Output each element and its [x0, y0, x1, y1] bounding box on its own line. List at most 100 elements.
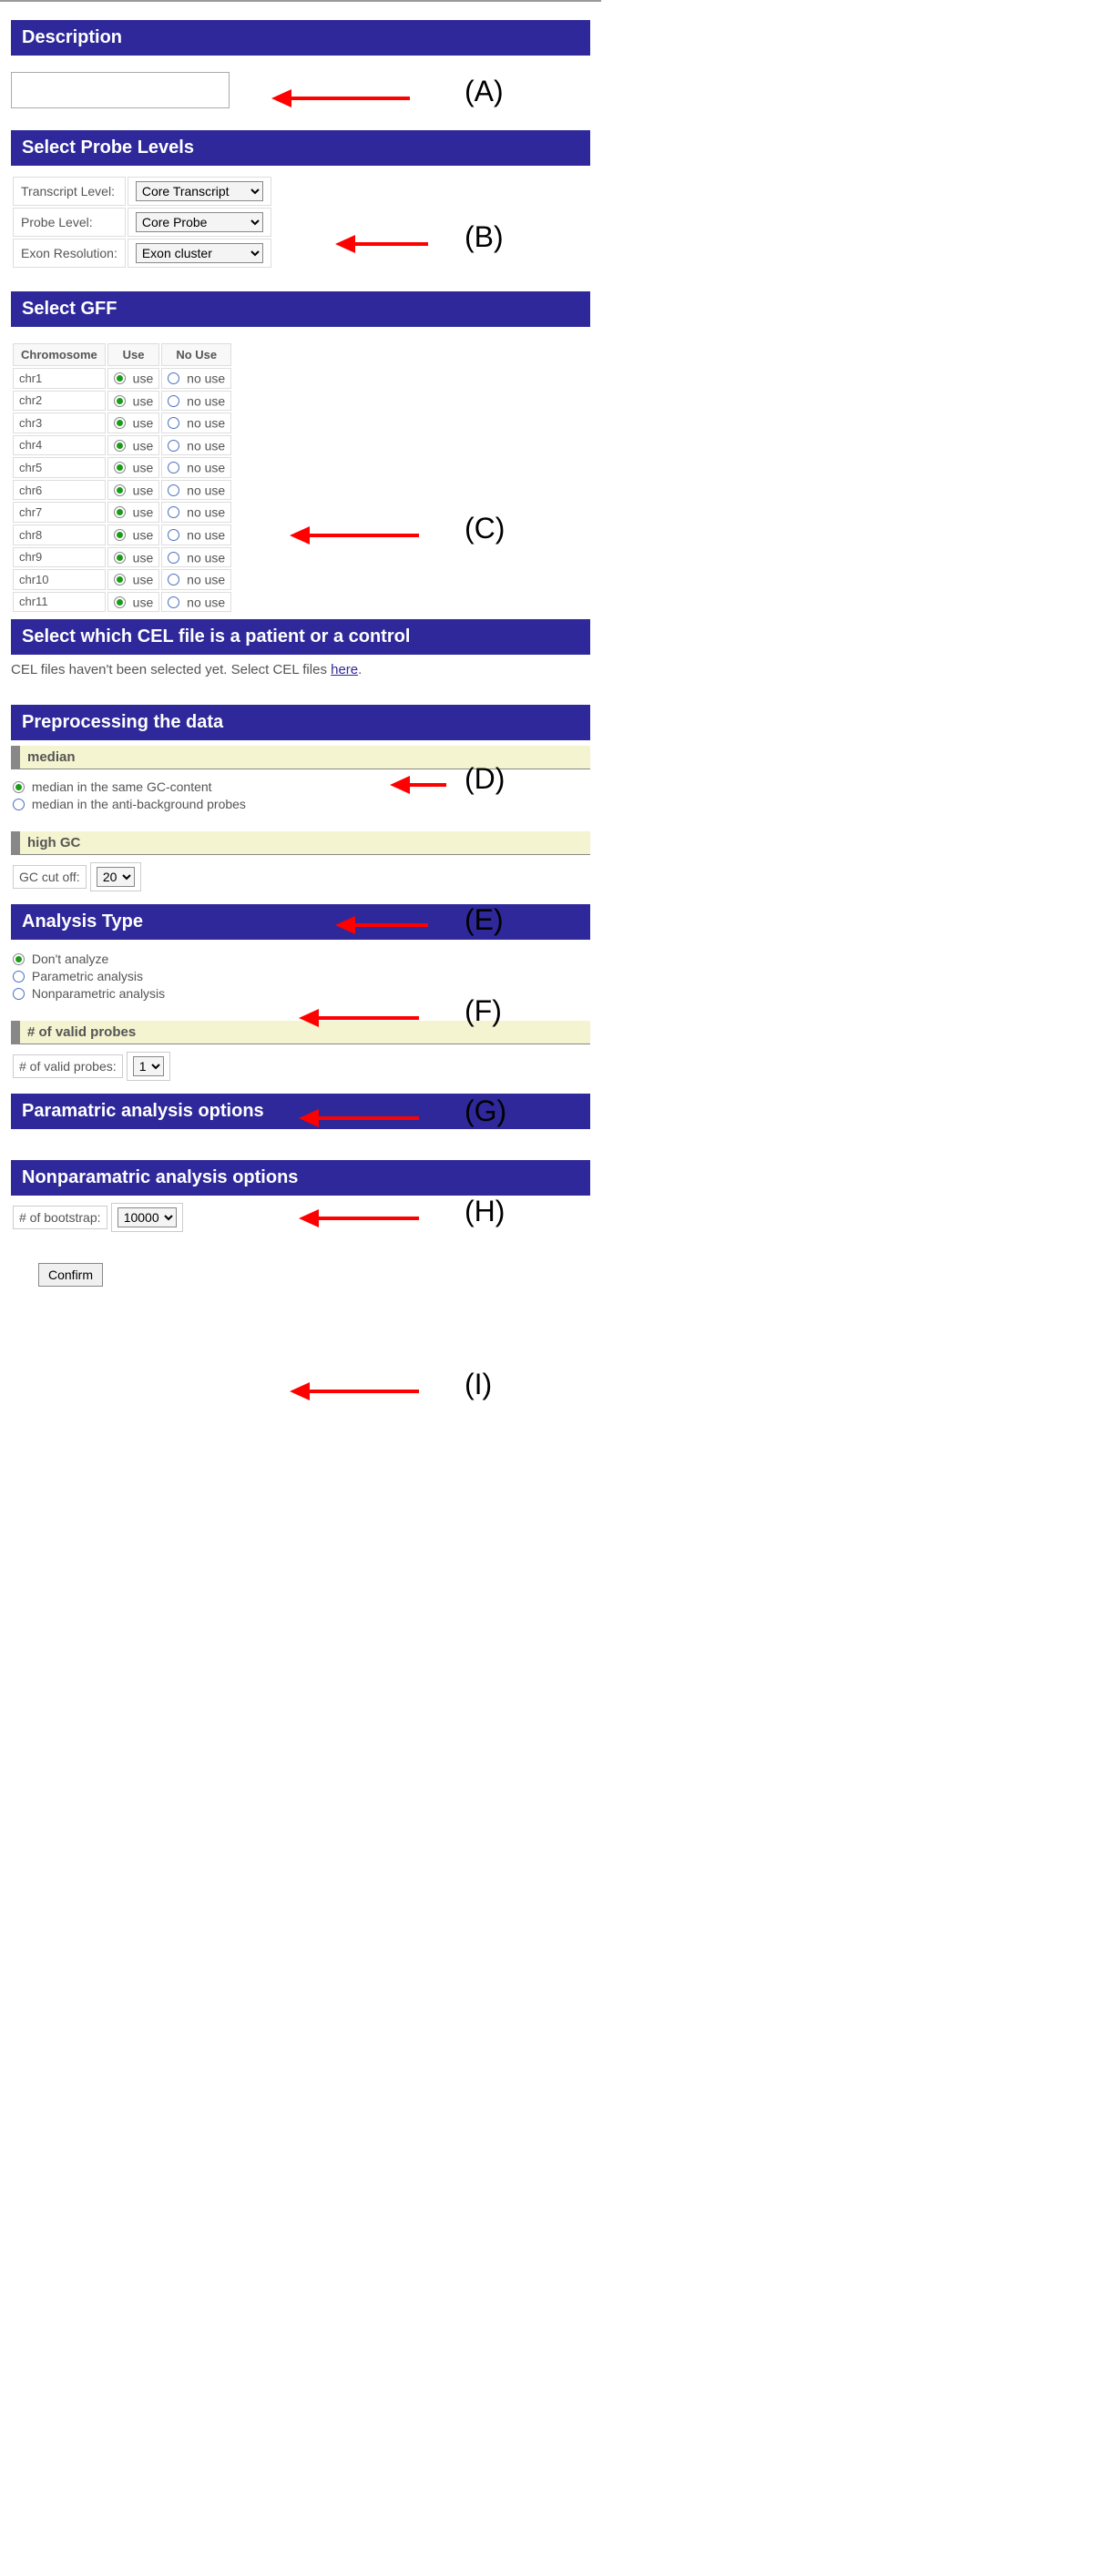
gff-chrom-cell: chr5 [13, 457, 106, 478]
gff-chrom-cell: chr7 [13, 502, 106, 523]
section-header-gff: Select GFF [11, 291, 590, 327]
gff-use-label: use [129, 573, 153, 587]
gff-nouse-radio[interactable] [168, 462, 179, 473]
gff-header: Use [107, 343, 159, 366]
annotation-letter: (I) [465, 1368, 492, 1401]
confirm-button[interactable]: Confirm [38, 1263, 103, 1287]
gff-use-radio[interactable] [114, 417, 126, 429]
gff-header: No Use [161, 343, 231, 366]
gff-nouse-radio[interactable] [168, 484, 179, 496]
gff-use-radio[interactable] [114, 552, 126, 564]
analysis-option-radio[interactable] [13, 971, 25, 983]
gff-nouse-radio[interactable] [168, 395, 179, 407]
valid-probes-select[interactable]: 1 [133, 1056, 164, 1076]
gff-nouse-radio[interactable] [168, 529, 179, 541]
section-header-description: Description [11, 20, 590, 56]
section-header-cel: Select which CEL file is a patient or a … [11, 619, 590, 655]
probe-row-select-0[interactable]: Core Transcript [136, 181, 263, 201]
gff-use-label: use [129, 438, 153, 453]
gff-use-radio[interactable] [114, 506, 126, 518]
gff-table: ChromosomeUseNo Use chr1 use no use chr2 u… [11, 341, 233, 614]
gff-chrom-cell: chr10 [13, 569, 106, 590]
sub-header-median: median [11, 746, 590, 769]
gff-nouse-label: no use [183, 372, 225, 386]
probe-row-select-2[interactable]: Exon cluster [136, 243, 263, 263]
gff-chrom-cell: chr6 [13, 480, 106, 501]
analysis-option-radio[interactable] [13, 953, 25, 965]
gff-nouse-label: no use [183, 416, 225, 431]
cel-select-link[interactable]: here [331, 662, 358, 677]
annotation-arrow [291, 1382, 419, 1400]
gff-use-label: use [129, 595, 153, 609]
gff-nouse-label: no use [183, 483, 225, 497]
gff-header: Chromosome [13, 343, 106, 366]
gc-cutoff-select[interactable]: 20 [97, 867, 135, 887]
gff-chrom-cell: chr11 [13, 592, 106, 613]
section-header-analysis: Analysis Type [11, 904, 590, 940]
probe-row-select-1[interactable]: Core Probe [136, 212, 263, 232]
gff-nouse-radio[interactable] [168, 506, 179, 518]
gc-cutoff-label: GC cut off: [13, 865, 87, 889]
description-input[interactable] [11, 72, 230, 108]
median-option-radio[interactable] [13, 799, 25, 810]
bootstrap-select[interactable]: 10000 [117, 1207, 177, 1227]
median-option-label: median in the anti-background probes [28, 797, 246, 811]
probe-levels-table: Transcript Level:Core TranscriptProbe Le… [11, 175, 273, 270]
gff-chrom-cell: chr8 [13, 524, 106, 545]
cel-text-pre: CEL files haven't been selected yet. Sel… [11, 662, 331, 677]
gff-use-radio[interactable] [114, 372, 126, 384]
gff-chrom-cell: chr4 [13, 435, 106, 456]
analysis-option-radio[interactable] [13, 988, 25, 1000]
valid-probes-label: # of valid probes: [13, 1054, 123, 1078]
analysis-option-label: Parametric analysis [28, 969, 143, 983]
section-header-parametric: Paramatric analysis options [11, 1094, 590, 1129]
gff-nouse-radio[interactable] [168, 372, 179, 384]
gff-use-radio[interactable] [114, 574, 126, 585]
gff-use-radio[interactable] [114, 529, 126, 541]
gff-use-label: use [129, 505, 153, 520]
gff-chrom-cell: chr1 [13, 368, 106, 389]
gff-use-label: use [129, 372, 153, 386]
median-options: median in the same GC-content median in … [11, 769, 590, 826]
sub-header-valid-probes: # of valid probes [11, 1021, 590, 1044]
analysis-option-label: Don't analyze [28, 952, 108, 966]
gff-use-radio[interactable] [114, 596, 126, 608]
cel-message: CEL files haven't been selected yet. Sel… [11, 662, 590, 677]
gff-nouse-radio[interactable] [168, 552, 179, 564]
gff-nouse-radio[interactable] [168, 574, 179, 585]
section-header-probe-levels: Select Probe Levels [11, 130, 590, 166]
analysis-option-label: Nonparametric analysis [28, 986, 165, 1001]
gff-use-label: use [129, 416, 153, 431]
gff-use-label: use [129, 393, 153, 408]
gff-use-label: use [129, 528, 153, 543]
gff-nouse-radio[interactable] [168, 440, 179, 452]
gff-nouse-label: no use [183, 438, 225, 453]
gff-nouse-radio[interactable] [168, 417, 179, 429]
gff-use-label: use [129, 461, 153, 475]
gff-use-radio[interactable] [114, 484, 126, 496]
gff-chrom-cell: chr3 [13, 412, 106, 433]
section-header-nonparametric: Nonparamatric analysis options [11, 1160, 590, 1196]
cel-text-post: . [358, 662, 362, 677]
probe-row-label: Exon Resolution: [13, 239, 126, 268]
gff-nouse-label: no use [183, 550, 225, 565]
gff-nouse-radio[interactable] [168, 596, 179, 608]
gff-nouse-label: no use [183, 461, 225, 475]
median-option-label: median in the same GC-content [28, 779, 212, 794]
section-header-preprocess: Preprocessing the data [11, 705, 590, 740]
bootstrap-label: # of bootstrap: [13, 1206, 107, 1229]
sub-header-highgc: high GC [11, 831, 590, 855]
gff-use-radio[interactable] [114, 395, 126, 407]
gff-nouse-label: no use [183, 505, 225, 520]
gff-chrom-cell: chr2 [13, 391, 106, 412]
gff-nouse-label: no use [183, 393, 225, 408]
gff-use-radio[interactable] [114, 440, 126, 452]
gff-use-radio[interactable] [114, 462, 126, 473]
analysis-options: Don't analyze Parametric analysis Nonpar… [11, 940, 590, 1015]
gff-nouse-label: no use [183, 528, 225, 543]
gff-nouse-label: no use [183, 573, 225, 587]
gff-use-label: use [129, 550, 153, 565]
gff-chrom-cell: chr9 [13, 547, 106, 568]
median-option-radio[interactable] [13, 781, 25, 793]
gff-nouse-label: no use [183, 595, 225, 609]
